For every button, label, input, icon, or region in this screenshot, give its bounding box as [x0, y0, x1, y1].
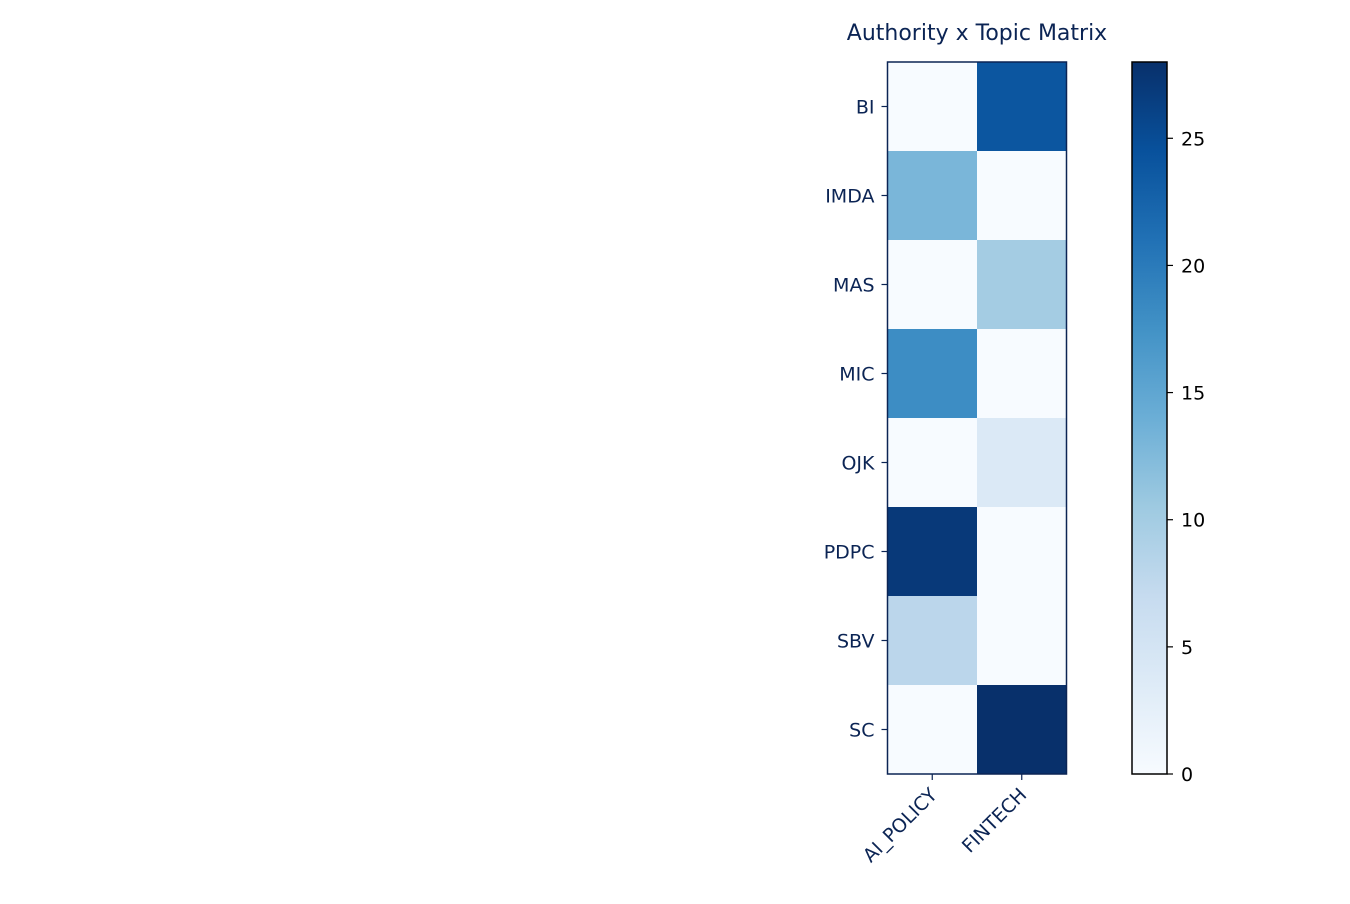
colorbar [1131, 61, 1168, 775]
y-tick-label: IMDA [825, 186, 874, 208]
y-tick-label: PDPC [824, 542, 875, 564]
heatmap-cells [887, 62, 1067, 775]
heatmap-cell [977, 329, 1067, 419]
y-tick-label: BI [856, 97, 875, 119]
chart-title: Authority x Topic Matrix [847, 21, 1107, 46]
heatmap-cell [887, 418, 978, 508]
colorbar-tick-label: 20 [1181, 255, 1205, 277]
y-tick-label: SC [849, 720, 874, 742]
y-tick-label: SBV [837, 631, 875, 653]
heatmap-cell [887, 596, 978, 686]
x-tick-label: FINTECH [958, 784, 1031, 857]
heatmap-cell [977, 240, 1067, 330]
heatmap-cell [887, 62, 978, 152]
y-tick-label: MIC [839, 364, 874, 386]
y-tick-label: MAS [833, 275, 874, 297]
y-tick-label: OJK [841, 453, 875, 475]
heatmap-cell [977, 151, 1067, 241]
y-axis: BI IMDA MAS MIC OJK PDPC SBV SC [824, 97, 888, 742]
x-axis: AI_POLICY FINTECH [859, 774, 1031, 867]
heatmap-cell [977, 596, 1067, 686]
colorbar-tick-label: 15 [1181, 383, 1205, 405]
heatmap-cell [887, 151, 978, 241]
x-tick-label: AI_POLICY [859, 784, 942, 867]
heatmap-cell [887, 507, 978, 597]
heatmap-cell [887, 240, 978, 330]
heatmap-cell [977, 507, 1067, 597]
heatmap-cell [977, 418, 1067, 508]
colorbar-tick-label: 0 [1181, 764, 1193, 786]
heatmap-cell [887, 685, 978, 775]
heatmap-frame [886, 61, 1068, 775]
heatmap-cell [977, 62, 1067, 152]
colorbar-tick-label: 5 [1181, 637, 1193, 659]
colorbar-tick-label: 10 [1181, 510, 1205, 532]
heatmap-cell [977, 685, 1067, 775]
heatmap-cell [887, 329, 978, 419]
colorbar-tick-label: 25 [1181, 128, 1205, 150]
colorbar-axis: 0 5 10 15 20 25 [1167, 128, 1205, 786]
